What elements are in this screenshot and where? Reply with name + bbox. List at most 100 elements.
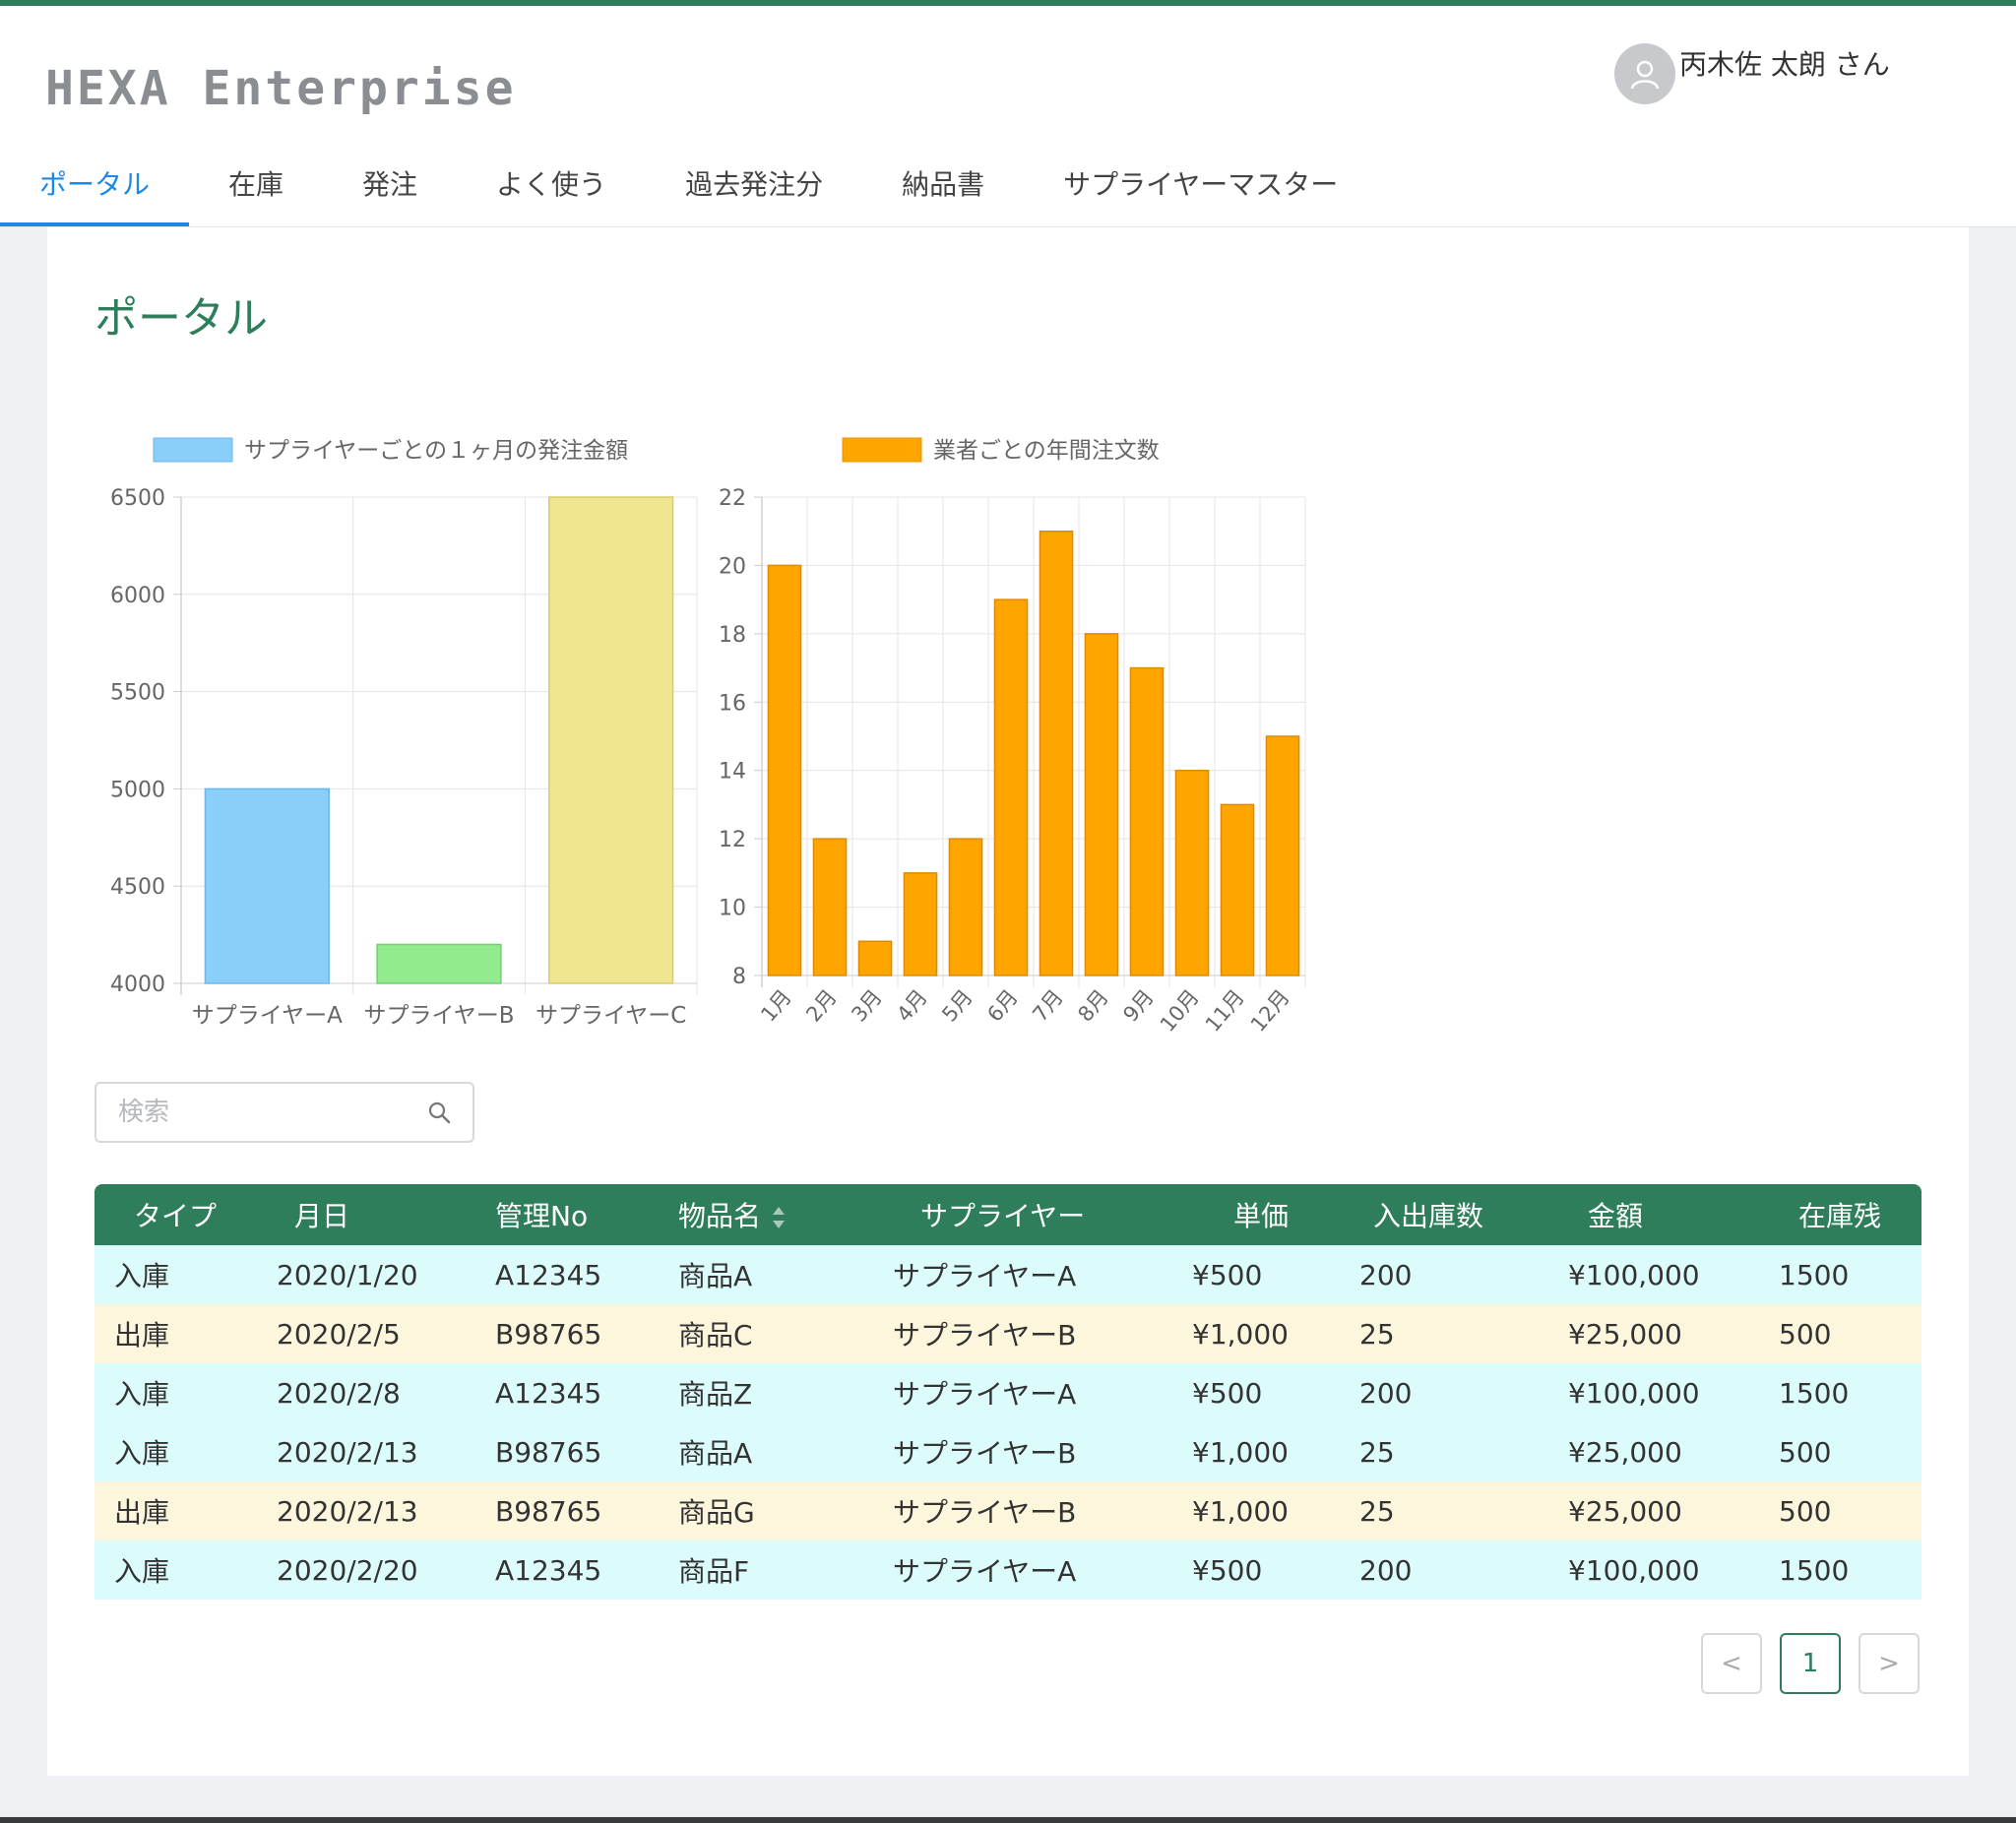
cell-control-no: B98765 — [485, 1481, 668, 1540]
bar — [1129, 666, 1165, 976]
cell-quantity: 200 — [1350, 1363, 1548, 1422]
table-row[interactable]: 入庫 2020/2/20 A12345 商品F サプライヤーA ¥500 200 ¥100,0… — [94, 1540, 1922, 1600]
legend-label: サプライヤーごとの１ヶ月の発注金額 — [244, 438, 628, 464]
bar — [1084, 633, 1119, 976]
x-tick-label: 9月 — [1118, 985, 1158, 1027]
cell-item-name: 商品A — [668, 1245, 883, 1304]
x-tick-label: 12月 — [1246, 985, 1294, 1037]
table-row[interactable]: 入庫 2020/1/20 A12345 商品A サプライヤーA ¥500 200 ¥100,0… — [94, 1245, 1922, 1304]
y-tick-label: 14 — [719, 760, 746, 785]
cell-quantity: 200 — [1350, 1245, 1548, 1304]
y-tick-label: 4500 — [110, 875, 165, 900]
cell-stock: 500 — [1759, 1422, 1922, 1481]
cell-supplier: サプライヤーB — [883, 1422, 1182, 1481]
avatar[interactable] — [1614, 43, 1675, 104]
col-header-item-name[interactable]: 物品名 — [668, 1184, 883, 1245]
main-card: ポータル サプライヤーごとの１ヶ月の発注金額 4000 4500 5000 5500 60… — [47, 227, 1969, 1776]
cell-unit-price: ¥500 — [1182, 1540, 1350, 1600]
cell-type: 入庫 — [94, 1245, 257, 1304]
col-header-amount[interactable]: 金額 — [1548, 1184, 1759, 1245]
cell-item-name: 商品Z — [668, 1363, 883, 1422]
cell-supplier: サプライヤーA — [883, 1540, 1182, 1600]
y-tick-label: 8 — [732, 965, 746, 989]
search-icon[interactable] — [427, 1100, 451, 1124]
user-icon — [1630, 60, 1660, 90]
tab-portal[interactable]: ポータル — [0, 154, 190, 226]
table-row[interactable]: 入庫 2020/2/8 A12345 商品Z サプライヤーA ¥500 200 ¥100,00… — [94, 1363, 1922, 1422]
tab-past-orders[interactable]: 過去発注分 — [685, 168, 824, 201]
cell-control-no: A12345 — [485, 1363, 668, 1422]
bar — [548, 496, 674, 984]
table-row[interactable]: 出庫 2020/2/5 B98765 商品C サプライヤーB ¥1,000 25 ¥25,00… — [94, 1304, 1922, 1363]
cell-date: 2020/2/20 — [257, 1540, 485, 1600]
tab-inventory[interactable]: 在庫 — [228, 168, 284, 201]
top-accent-bar — [0, 0, 2016, 6]
bar — [1174, 769, 1210, 976]
bar — [767, 564, 802, 976]
prev-page-button[interactable]: < — [1701, 1633, 1762, 1694]
cell-control-no: B98765 — [485, 1304, 668, 1363]
col-header-stock[interactable]: 在庫残 — [1759, 1184, 1922, 1245]
table-row[interactable]: 出庫 2020/2/13 B98765 商品G サプライヤーB ¥1,000 25 ¥25,0… — [94, 1481, 1922, 1540]
bar — [376, 943, 502, 984]
col-header-supplier[interactable]: サプライヤー — [883, 1184, 1182, 1245]
sort-icon[interactable] — [771, 1205, 787, 1230]
col-header-type[interactable]: タイプ — [94, 1184, 257, 1245]
cell-amount: ¥25,000 — [1548, 1481, 1759, 1540]
cell-stock: 1500 — [1759, 1363, 1922, 1422]
table-row[interactable]: 入庫 2020/2/13 B98765 商品A サプライヤーB ¥1,000 25 ¥25,0… — [94, 1422, 1922, 1481]
col-header-unit-price[interactable]: 単価 — [1182, 1184, 1350, 1245]
bar — [812, 838, 848, 976]
chart-2: 業者ごとの年間注文数 8 10 12 14 16 18 20 22 1月 2月 3月 4月 5月 6月 7月 8… — [719, 437, 1306, 1037]
page-1-button[interactable]: 1 — [1780, 1633, 1841, 1694]
cell-date: 2020/2/5 — [257, 1304, 485, 1363]
tab-supplier-master[interactable]: サプライヤーマスター — [1063, 168, 1339, 201]
cell-unit-price: ¥1,000 — [1182, 1422, 1350, 1481]
x-tick-label: 10月 — [1156, 985, 1204, 1037]
charts-area: サプライヤーごとの１ヶ月の発注金額 4000 4500 5000 5500 6000 650… — [110, 437, 1306, 1037]
cell-amount: ¥100,000 — [1548, 1540, 1759, 1600]
col-header-quantity[interactable]: 入出庫数 — [1350, 1184, 1548, 1245]
cell-supplier: サプライヤーB — [883, 1304, 1182, 1363]
bar — [1039, 530, 1074, 976]
cell-stock: 1500 — [1759, 1540, 1922, 1600]
y-tick-label: 5500 — [110, 681, 165, 706]
cell-item-name: 商品F — [668, 1540, 883, 1600]
bar — [1265, 735, 1300, 976]
x-tick-label: 1月 — [756, 985, 795, 1027]
tab-favorites[interactable]: よく使う — [496, 168, 607, 201]
cell-type: 入庫 — [94, 1540, 257, 1600]
bar — [1220, 803, 1255, 976]
legend-swatch — [842, 437, 922, 463]
next-page-button[interactable]: > — [1858, 1633, 1920, 1694]
x-tick-label: 11月 — [1201, 985, 1249, 1037]
bottom-border — [0, 1817, 2016, 1823]
search-input[interactable] — [96, 1084, 413, 1141]
col-header-date[interactable]: 月日 — [257, 1184, 485, 1245]
table-header-row: タイプ 月日 管理No 物品名 サプライヤー 単価 入出庫数 金額 在庫残 — [94, 1184, 1922, 1245]
tab-delivery-notes[interactable]: 納品書 — [902, 168, 985, 201]
cell-item-name: 商品C — [668, 1304, 883, 1363]
cell-control-no: B98765 — [485, 1422, 668, 1481]
legend-swatch — [153, 437, 233, 463]
y-tick-label: 22 — [719, 486, 746, 511]
tab-orders[interactable]: 発注 — [362, 168, 418, 201]
cell-item-name: 商品A — [668, 1422, 883, 1481]
y-tick-label: 12 — [719, 828, 746, 852]
y-tick-label: 16 — [719, 691, 746, 716]
x-tick-label: 4月 — [892, 985, 931, 1027]
cell-date: 2020/1/20 — [257, 1245, 485, 1304]
app-logo[interactable]: HEXA Enterprise — [45, 61, 517, 116]
inventory-table: タイプ 月日 管理No 物品名 サプライヤー 単価 入出庫数 金額 在庫残 入庫… — [94, 1184, 1922, 1600]
cell-stock: 500 — [1759, 1481, 1922, 1540]
bar — [948, 838, 983, 976]
x-tick-label: サプライヤーA — [192, 1003, 343, 1029]
page-title: ポータル — [94, 293, 268, 344]
user-menu[interactable]: 丙木佐 太朗 さん — [1614, 43, 1890, 104]
cell-control-no: A12345 — [485, 1245, 668, 1304]
x-tick-label: 6月 — [982, 985, 1022, 1027]
x-tick-label: 8月 — [1073, 985, 1112, 1027]
cell-amount: ¥25,000 — [1548, 1422, 1759, 1481]
col-header-control-no[interactable]: 管理No — [485, 1184, 668, 1245]
cell-type: 入庫 — [94, 1363, 257, 1422]
